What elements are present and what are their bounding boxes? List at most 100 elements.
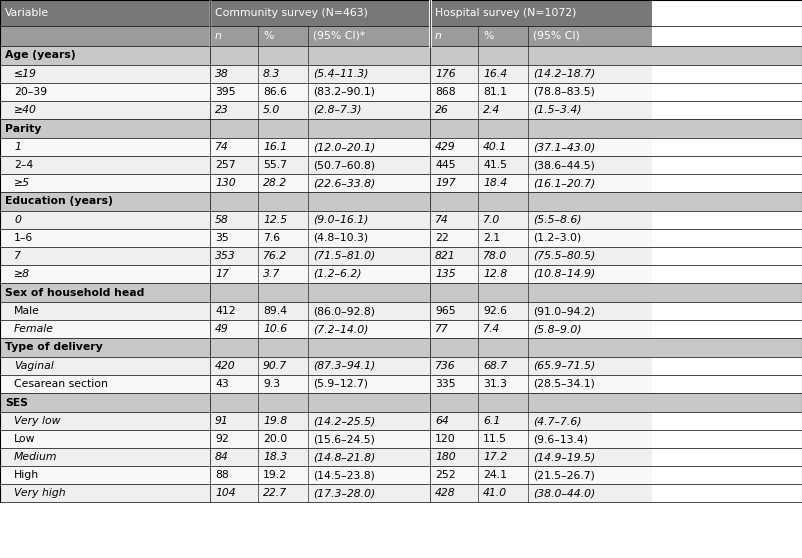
Bar (528, 484, 652, 502)
Text: 68.7: 68.7 (483, 361, 507, 371)
Text: Sex of household head: Sex of household head (5, 287, 144, 297)
Bar (478, 83, 528, 101)
Bar (258, 484, 308, 502)
Bar (210, 0, 430, 26)
Text: (15.6–24.5): (15.6–24.5) (313, 434, 375, 444)
Bar (528, 211, 652, 229)
Bar (308, 229, 430, 247)
Text: (5.5–8.6): (5.5–8.6) (533, 215, 581, 225)
Text: 429: 429 (435, 142, 456, 152)
Text: Vaginal: Vaginal (14, 361, 54, 371)
Bar (430, 320, 478, 338)
Text: Community survey (N=463): Community survey (N=463) (215, 8, 368, 18)
Text: 84: 84 (215, 452, 229, 462)
Bar (210, 156, 258, 174)
Text: %: % (483, 31, 493, 41)
Text: Cesarean section: Cesarean section (14, 379, 108, 389)
Text: 86.6: 86.6 (263, 87, 287, 97)
Bar (478, 484, 528, 502)
Bar (528, 247, 652, 265)
Text: 7.6: 7.6 (263, 233, 280, 243)
Bar (0, 211, 210, 229)
Bar (258, 101, 308, 119)
Text: 23: 23 (215, 105, 229, 115)
Text: (28.5–34.1): (28.5–34.1) (533, 379, 595, 389)
Text: (38.6–44.5): (38.6–44.5) (533, 160, 595, 170)
Bar (0, 283, 802, 302)
Bar (210, 320, 258, 338)
Bar (308, 448, 430, 466)
Text: (16.1–20.7): (16.1–20.7) (533, 178, 595, 188)
Text: 31.3: 31.3 (483, 379, 507, 389)
Bar (210, 484, 258, 502)
Text: 11.5: 11.5 (483, 434, 507, 444)
Bar (258, 229, 308, 247)
Text: 20–39: 20–39 (14, 87, 47, 97)
Bar (0, 375, 210, 393)
Text: Very high: Very high (14, 488, 66, 498)
Text: 24.1: 24.1 (483, 470, 507, 480)
Text: (4.8–10.3): (4.8–10.3) (313, 233, 368, 243)
Text: Age (years): Age (years) (5, 51, 75, 60)
Text: 91: 91 (215, 416, 229, 426)
Text: n: n (215, 31, 222, 41)
Text: (4.7–7.6): (4.7–7.6) (533, 416, 581, 426)
Bar (258, 247, 308, 265)
Text: (5.9–12.7): (5.9–12.7) (313, 379, 368, 389)
Bar (0, 26, 210, 46)
Text: (65.9–71.5): (65.9–71.5) (533, 361, 595, 371)
Bar (528, 26, 652, 46)
Text: 868: 868 (435, 87, 456, 97)
Text: (14.8–21.8): (14.8–21.8) (313, 452, 375, 462)
Text: 9.3: 9.3 (263, 379, 280, 389)
Text: ≥8: ≥8 (14, 269, 30, 279)
Bar (528, 320, 652, 338)
Text: (78.8–83.5): (78.8–83.5) (533, 87, 595, 97)
Bar (0, 265, 210, 283)
Text: (12.0–20.1): (12.0–20.1) (313, 142, 375, 152)
Text: 412: 412 (215, 306, 236, 316)
Bar (258, 466, 308, 484)
Text: 90.7: 90.7 (263, 361, 287, 371)
Text: (7.2–14.0): (7.2–14.0) (313, 324, 368, 334)
Text: (91.0–94.2): (91.0–94.2) (533, 306, 595, 316)
Bar (0, 466, 210, 484)
Text: 18.3: 18.3 (263, 452, 287, 462)
Bar (528, 229, 652, 247)
Bar (528, 138, 652, 156)
Text: 353: 353 (215, 251, 236, 261)
Bar (430, 448, 478, 466)
Text: 58: 58 (215, 215, 229, 225)
Text: 420: 420 (215, 361, 236, 371)
Bar (430, 247, 478, 265)
Bar (258, 302, 308, 320)
Bar (210, 174, 258, 192)
Bar (0, 412, 210, 430)
Text: (14.2–18.7): (14.2–18.7) (533, 69, 595, 79)
Text: 10.6: 10.6 (263, 324, 287, 334)
Bar (478, 430, 528, 448)
Text: 41.0: 41.0 (483, 488, 507, 498)
Bar (430, 484, 478, 502)
Text: Medium: Medium (14, 452, 58, 462)
Text: 12.5: 12.5 (263, 215, 287, 225)
Text: 1–6: 1–6 (14, 233, 33, 243)
Text: (5.4–11.3): (5.4–11.3) (313, 69, 368, 79)
Bar (0, 357, 210, 375)
Text: 28.2: 28.2 (263, 178, 287, 188)
Bar (478, 320, 528, 338)
Text: 49: 49 (215, 324, 229, 334)
Text: 257: 257 (215, 160, 236, 170)
Text: 1: 1 (14, 142, 21, 152)
Bar (478, 138, 528, 156)
Text: n: n (435, 31, 442, 41)
Text: (83.2–90.1): (83.2–90.1) (313, 87, 375, 97)
Text: 12.8: 12.8 (483, 269, 507, 279)
Text: 20.0: 20.0 (263, 434, 287, 444)
Text: 135: 135 (435, 269, 456, 279)
Text: 445: 445 (435, 160, 456, 170)
Text: 92.6: 92.6 (483, 306, 507, 316)
Bar (528, 156, 652, 174)
Text: Hospital survey (N=1072): Hospital survey (N=1072) (435, 8, 577, 18)
Text: (10.8–14.9): (10.8–14.9) (533, 269, 595, 279)
